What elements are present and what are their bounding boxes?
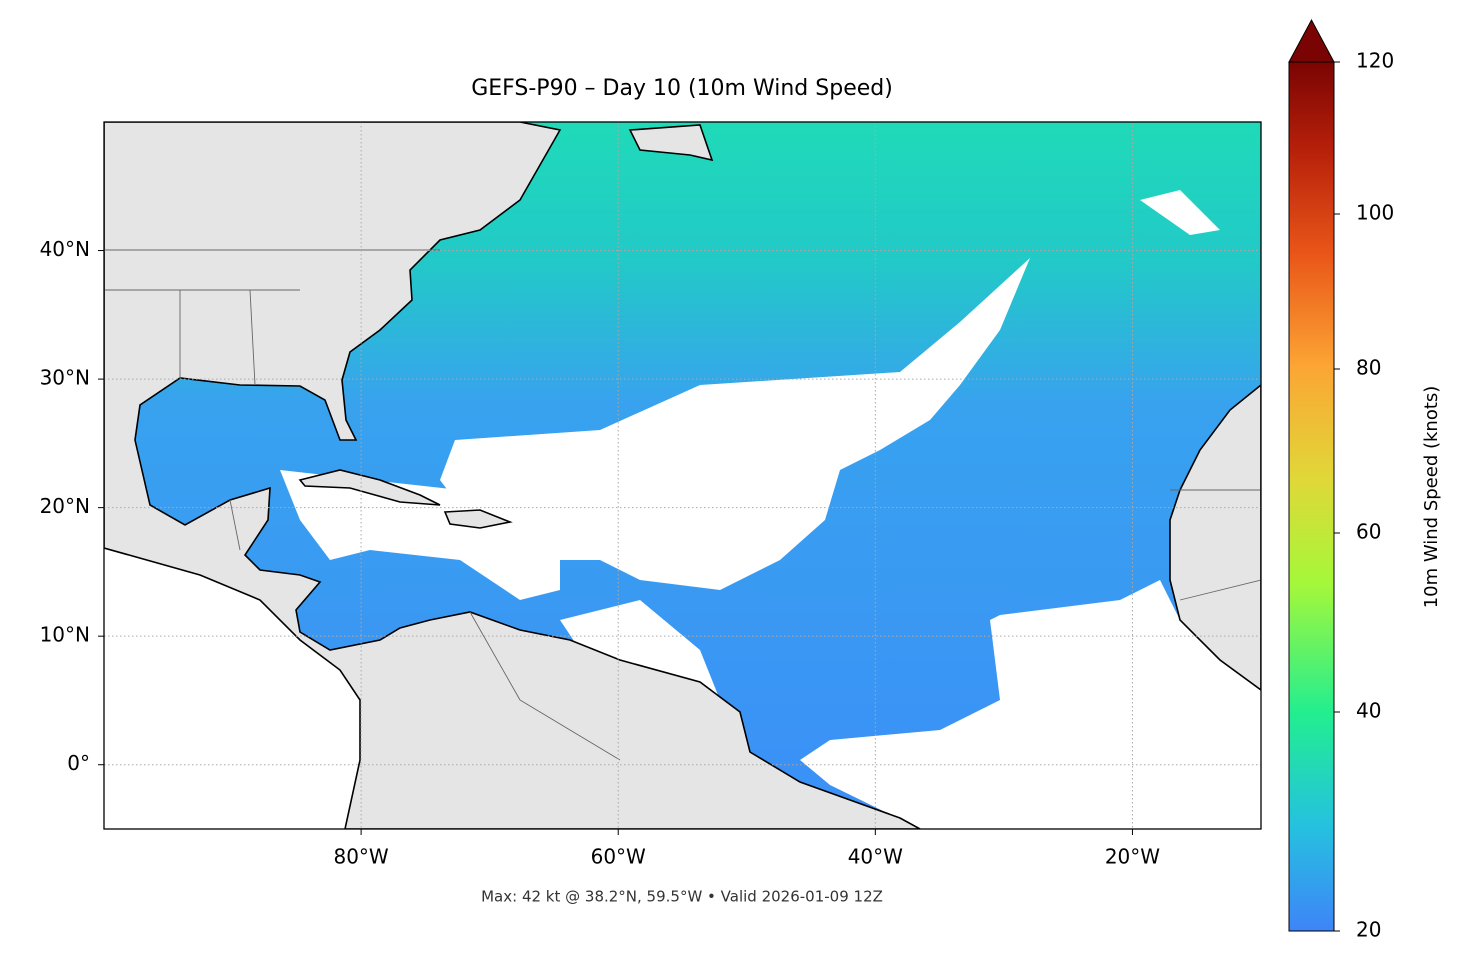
africa <box>1169 383 1261 691</box>
colorbar <box>1288 61 1335 932</box>
x-tick-label: 60°W <box>591 845 646 869</box>
americas <box>104 122 921 829</box>
borders <box>104 249 1261 761</box>
x-tick-label: 20°W <box>1105 845 1160 869</box>
axes-frame <box>103 121 1262 830</box>
calm-areas <box>104 190 1261 829</box>
newfoundland <box>628 124 714 162</box>
colorbar-tick-label: 20 <box>1356 918 1381 942</box>
y-tick-label: 10°N <box>40 623 90 647</box>
colorbar-tick-label: 40 <box>1356 699 1381 723</box>
colorbar-tick-label: 80 <box>1356 356 1381 380</box>
y-tick-label: 0° <box>67 751 90 775</box>
x-tick-label: 80°W <box>333 845 388 869</box>
x-tick-label: 40°W <box>848 845 903 869</box>
hispaniola <box>443 509 513 529</box>
footnote: Max: 42 kt @ 38.2°N, 59.5°W • Valid 2026… <box>481 888 883 906</box>
y-tick-label: 20°N <box>40 494 90 518</box>
chart-title: GEFS-P90 – Day 10 (10m Wind Speed) <box>471 76 893 101</box>
colorbar-tick-label: 120 <box>1356 49 1394 73</box>
colorbar-tick-label: 60 <box>1356 520 1381 544</box>
y-tick-label: 40°N <box>40 237 90 261</box>
colorbar-tick-label: 100 <box>1356 201 1394 225</box>
colorbar-label: 10m Wind Speed (knots) <box>1421 386 1442 609</box>
grid <box>104 122 1261 829</box>
y-tick-label: 30°N <box>40 366 90 390</box>
colorbar-extend <box>1288 18 1335 63</box>
cuba <box>298 469 441 506</box>
map-area <box>104 122 1261 829</box>
